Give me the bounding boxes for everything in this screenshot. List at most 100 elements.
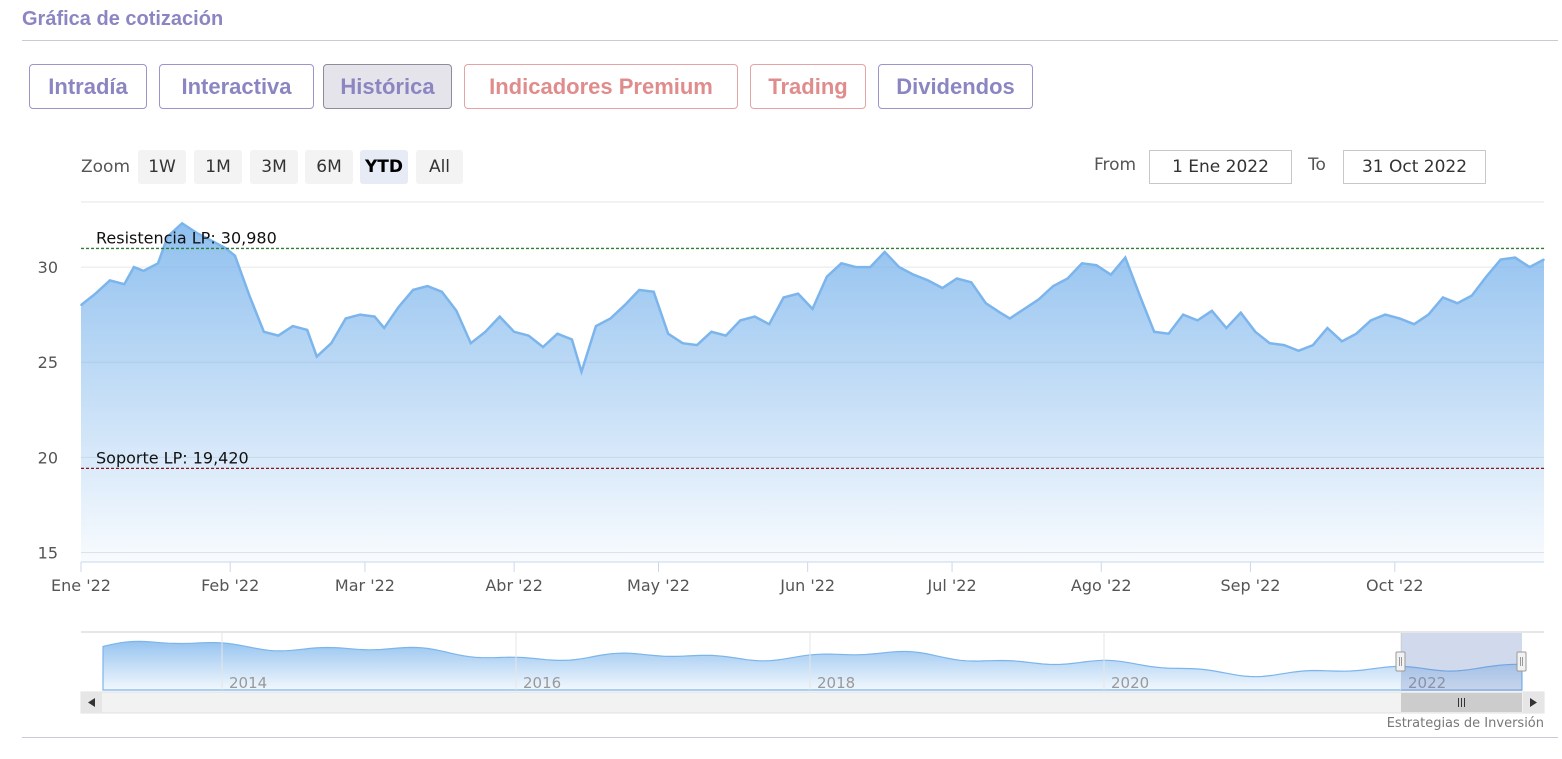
range-to-input[interactable]: 31 Oct 2022 (1343, 150, 1486, 184)
navigator-selection[interactable] (1401, 633, 1522, 691)
data-point (542, 346, 544, 348)
y-tick-label: 15 (38, 543, 58, 562)
zoom-all-button[interactable]: All (416, 150, 463, 184)
tab-label: Dividendos (896, 73, 1015, 99)
data-point (696, 344, 698, 346)
level-label: Resistencia LP: 30,980 (96, 228, 277, 247)
data-point (1528, 266, 1531, 268)
data-point (248, 294, 251, 297)
x-tick-label: Jul '22 (926, 576, 976, 595)
data-point (1196, 319, 1199, 322)
scroll-right-button[interactable] (1523, 692, 1544, 713)
x-tick-label: Abr '22 (485, 576, 543, 595)
x-tick-label: Mar '22 (335, 576, 395, 595)
data-point (109, 279, 111, 282)
tab-dividendos[interactable]: Dividendos (878, 64, 1033, 109)
chart-credit[interactable]: Estrategias de Inversión (1386, 716, 1544, 731)
data-point (782, 296, 785, 299)
data-point (397, 306, 400, 308)
series-area (81, 223, 1544, 563)
data-point (1139, 294, 1141, 297)
zoom-1m-button[interactable]: 1M (194, 150, 242, 184)
data-point (123, 283, 126, 286)
data-point (580, 370, 583, 373)
data-point (739, 319, 742, 322)
data-point (768, 323, 770, 326)
navigator-handle-left[interactable] (1395, 651, 1406, 672)
tab-label: Trading (768, 73, 848, 99)
data-point (1499, 258, 1502, 261)
data-point (811, 308, 814, 310)
data-point (316, 355, 318, 358)
navigator[interactable]: 2014 2016 2018 2020 2022 (80, 631, 1545, 714)
data-point (912, 273, 915, 276)
zoom-label: Zoom (81, 157, 131, 177)
tab-intradia[interactable]: Intradía (29, 64, 147, 109)
data-point (985, 302, 987, 305)
data-point (1124, 256, 1127, 259)
scrollbar-track[interactable] (80, 691, 1545, 714)
navigator-year-label: 2018 (817, 674, 855, 692)
data-point (484, 331, 487, 333)
data-point (234, 254, 236, 257)
data-point (1471, 294, 1473, 297)
data-point (1543, 258, 1545, 261)
x-tick-label: Ago '22 (1071, 576, 1132, 595)
data-point (359, 313, 361, 316)
tab-label: Interactiva (181, 73, 292, 99)
data-point (1182, 313, 1184, 316)
data-point (571, 338, 573, 341)
zoom-6m-button[interactable]: 6M (305, 150, 353, 184)
data-point (898, 266, 900, 268)
data-point (1254, 331, 1257, 333)
data-point (624, 304, 626, 306)
data-point (94, 292, 97, 295)
data-point (927, 279, 929, 282)
tab-historica[interactable]: Histórica (323, 64, 452, 109)
data-point (956, 277, 958, 280)
x-tick-label: Ene '22 (51, 576, 111, 595)
data-point (498, 315, 501, 318)
range-from-input[interactable]: 1 Ene 2022 (1149, 150, 1292, 184)
data-point (999, 311, 1001, 314)
data-point (292, 325, 294, 327)
data-point (1413, 323, 1415, 326)
data-point (426, 285, 429, 287)
zoom-ytd-button[interactable]: YTD (360, 150, 408, 184)
data-point (1081, 262, 1083, 265)
grip-lines-icon (1520, 657, 1523, 666)
data-point (1037, 298, 1040, 301)
data-point (595, 325, 597, 327)
grip-lines-icon (1399, 657, 1402, 666)
data-point (306, 329, 309, 331)
data-point (725, 334, 727, 337)
data-point (754, 315, 756, 318)
data-point (840, 262, 843, 265)
tab-interactiva[interactable]: Interactiva (159, 64, 314, 109)
data-point (195, 232, 198, 234)
zoom-3m-button[interactable]: 3M (250, 150, 298, 184)
section-title: Gráfica de cotización (22, 8, 224, 30)
x-axis: Ene '22 Feb '22 Mar '22 Abr '22 May '22 Jun '… (51, 562, 1424, 595)
data-point (1514, 256, 1516, 259)
y-axis: 15 20 25 30 (38, 258, 58, 562)
data-point (157, 262, 159, 265)
tab-label: Histórica (340, 73, 435, 99)
tab-indicadores-premium[interactable]: Indicadores Premium (464, 64, 738, 109)
data-point (1297, 350, 1300, 352)
navigator-year-label: 2022 (1408, 674, 1446, 692)
x-tick-label: May '22 (627, 576, 690, 595)
data-point (1442, 296, 1444, 299)
data-point (797, 292, 799, 295)
data-point (1370, 319, 1372, 322)
tab-trading[interactable]: Trading (750, 64, 866, 109)
navigator-handle-left-body (1395, 651, 1406, 672)
navigator-handle-right[interactable] (1516, 651, 1527, 672)
data-point (1427, 313, 1430, 316)
zoom-1w-button[interactable]: 1W (138, 150, 186, 184)
scroll-left-button[interactable] (81, 692, 102, 713)
series-points (80, 222, 1545, 373)
data-point (652, 291, 655, 293)
data-point (681, 342, 684, 345)
